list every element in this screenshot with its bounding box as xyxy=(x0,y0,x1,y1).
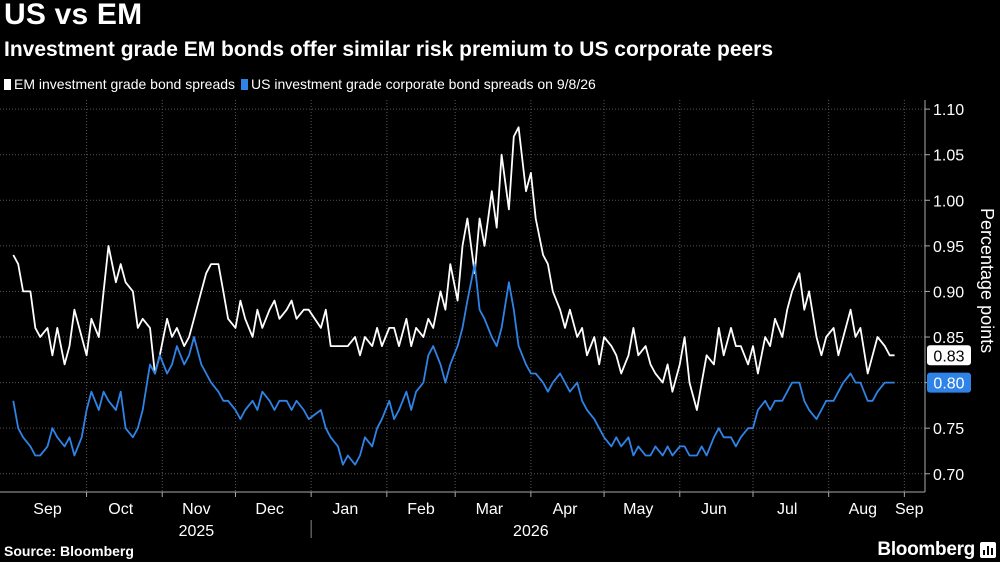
legend-label-us: US investment grade corporate bond sprea… xyxy=(251,76,596,92)
y-tick-label: 0.70 xyxy=(933,467,964,484)
x-year-label: 2025 xyxy=(179,523,215,540)
y-tick-label: 0.95 xyxy=(933,239,964,256)
y-tick-label: 0.75 xyxy=(933,421,964,438)
legend-item-us: US investment grade corporate bond sprea… xyxy=(241,76,596,92)
y-tick-label: 1.10 xyxy=(933,102,964,119)
end-label-bg-em xyxy=(927,345,971,366)
x-tick-label: Sep xyxy=(33,501,62,518)
y-axis-label: Percentage points xyxy=(977,208,997,354)
y-tick-label: 0.85 xyxy=(933,330,964,347)
end-label-bg-us xyxy=(927,372,971,393)
source-note: Source: Bloomberg xyxy=(4,543,134,559)
x-tick-label: Feb xyxy=(407,501,435,518)
x-tick-label: May xyxy=(623,501,653,518)
x-tick-label: Apr xyxy=(553,501,579,518)
legend-item-em: EM investment grade bond spreads xyxy=(4,76,235,92)
y-tick-label: 1.00 xyxy=(933,193,964,210)
end-label-em: 0.83 xyxy=(933,348,964,365)
legend-label-em: EM investment grade bond spreads xyxy=(14,76,236,92)
legend-swatch-em xyxy=(4,78,11,90)
x-tick-label: Jan xyxy=(332,501,358,518)
legend-swatch-us xyxy=(241,78,249,90)
y-tick-label: 0.90 xyxy=(933,284,964,301)
x-tick-label: Sep xyxy=(895,501,924,518)
chart-title: US vs EM xyxy=(4,0,143,31)
series-line-em xyxy=(12,126,895,411)
chart-subtitle: Investment grade EM bonds offer similar … xyxy=(4,38,774,61)
y-tick-label: 1.05 xyxy=(933,148,964,165)
x-tick-label: Jul xyxy=(777,501,797,518)
x-year-label: 2026 xyxy=(513,523,549,540)
bloomberg-chart-icon xyxy=(980,542,996,558)
legend: EM investment grade bond spreads US inve… xyxy=(4,76,602,92)
x-tick-label: Jun xyxy=(701,501,727,518)
x-tick-label: Aug xyxy=(849,501,877,518)
series-line-us xyxy=(12,263,895,466)
x-tick-label: Nov xyxy=(182,501,210,518)
x-tick-label: Oct xyxy=(108,501,133,518)
x-tick-label: Dec xyxy=(255,501,283,518)
x-tick-label: Mar xyxy=(476,501,504,518)
brand-logo: Bloomberg xyxy=(877,539,975,560)
end-label-us: 0.80 xyxy=(933,376,964,393)
